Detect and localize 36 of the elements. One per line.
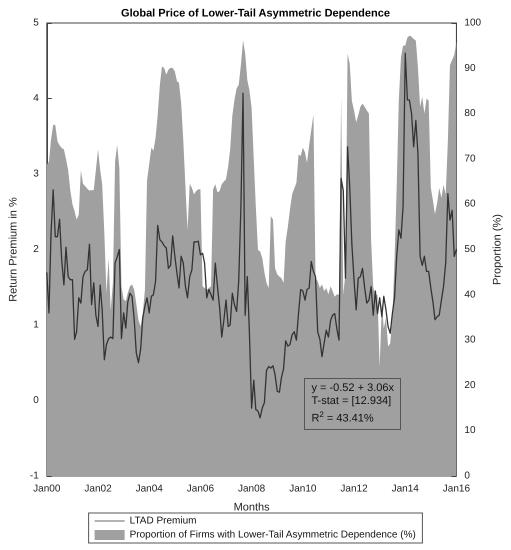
- y2-tick-label: 50: [464, 244, 476, 255]
- y2-tick-label: 80: [464, 108, 476, 120]
- x-tick-label: Jan02: [84, 484, 112, 494]
- legend-label: LTAD Premium: [130, 516, 196, 526]
- y-axis-title: Return Premium in %: [8, 197, 20, 302]
- y-tick-label: -1: [30, 470, 40, 482]
- y2-tick-label: 60: [464, 198, 476, 210]
- y2-tick-label: 70: [464, 153, 476, 164]
- y-tick-label: 5: [33, 18, 40, 28]
- x-tick-label: Jan16: [442, 484, 470, 494]
- chart-title: Global Price of Lower-Tail Asymmetric Dependence: [121, 8, 390, 20]
- annotation: T-stat = [12.934]: [311, 395, 392, 407]
- y-tick-label: 0: [33, 395, 40, 406]
- y-tick-label: 2: [33, 244, 40, 255]
- x-tick-label: Jan14: [392, 484, 420, 494]
- y2-tick-label: 0: [464, 470, 470, 482]
- x-tick-label: Jan12: [340, 484, 368, 494]
- y2-tick-label: 10: [464, 425, 476, 436]
- y-tick-label: 4: [33, 93, 40, 104]
- y2-tick-label: 30: [464, 334, 476, 346]
- y-tick-label: 1: [33, 320, 40, 330]
- y2-tick-label: 100: [464, 18, 482, 28]
- x-tick-label: Jan08: [238, 484, 266, 494]
- y2-tick-label: 90: [464, 62, 476, 74]
- x-tick-label: Jan04: [136, 484, 164, 494]
- annotation: R$^{2}$ = 43.41%: [311, 410, 374, 425]
- y2-tick-label: 40: [464, 289, 476, 300]
- y2-tick-label: 20: [464, 380, 476, 391]
- y-tick-label: 3: [33, 168, 40, 180]
- x-tick-label: Jan10: [289, 484, 317, 494]
- annotation: y = -0.52 + 3.06x: [311, 382, 394, 394]
- x-axis-title: Months: [234, 502, 270, 514]
- legend-label: Proportion of Firms with Lower-Tail Asymmetric Dependence (%): [130, 530, 416, 540]
- x-tick-label: Jan00: [33, 484, 61, 494]
- y2-axis-title: Proportion (%): [492, 214, 504, 285]
- x-tick-label: Jan06: [186, 484, 214, 494]
